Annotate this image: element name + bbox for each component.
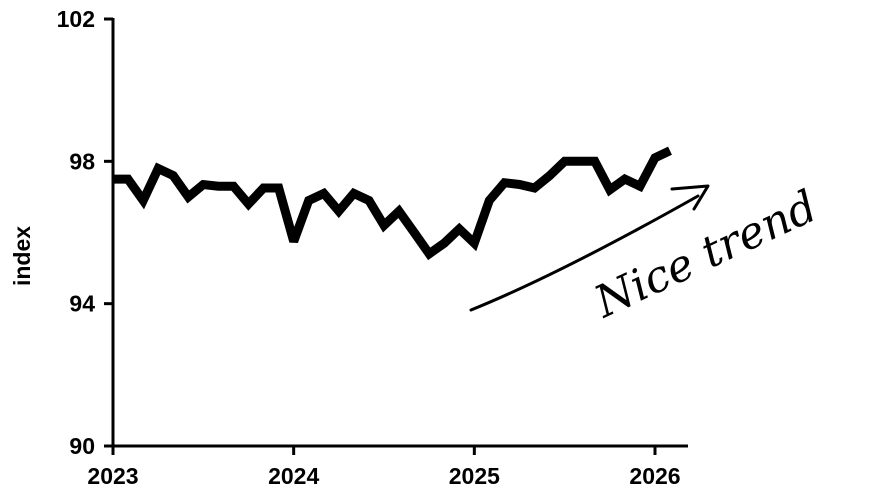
x-ticks: 2023 2024 2025 2026 <box>87 446 680 489</box>
series <box>113 151 670 254</box>
x-tick-label: 2026 <box>629 463 680 489</box>
handwritten-annotation: Nice trend <box>471 181 825 328</box>
x-tick-label: 2023 <box>87 463 138 489</box>
y-tick-label: 94 <box>69 291 95 317</box>
series-line <box>113 151 670 254</box>
y-axis-title: index <box>9 226 35 286</box>
annotation-text: Nice trend <box>586 181 825 328</box>
annotation-arrowhead <box>672 186 708 209</box>
y-tick-label: 90 <box>69 433 95 459</box>
y-ticks: 90 94 98 102 <box>57 6 113 459</box>
y-tick-label: 102 <box>57 6 95 32</box>
axes <box>112 18 688 447</box>
y-tick-label: 98 <box>69 148 95 174</box>
x-tick-label: 2025 <box>449 463 500 489</box>
x-tick-label: 2024 <box>268 463 319 489</box>
